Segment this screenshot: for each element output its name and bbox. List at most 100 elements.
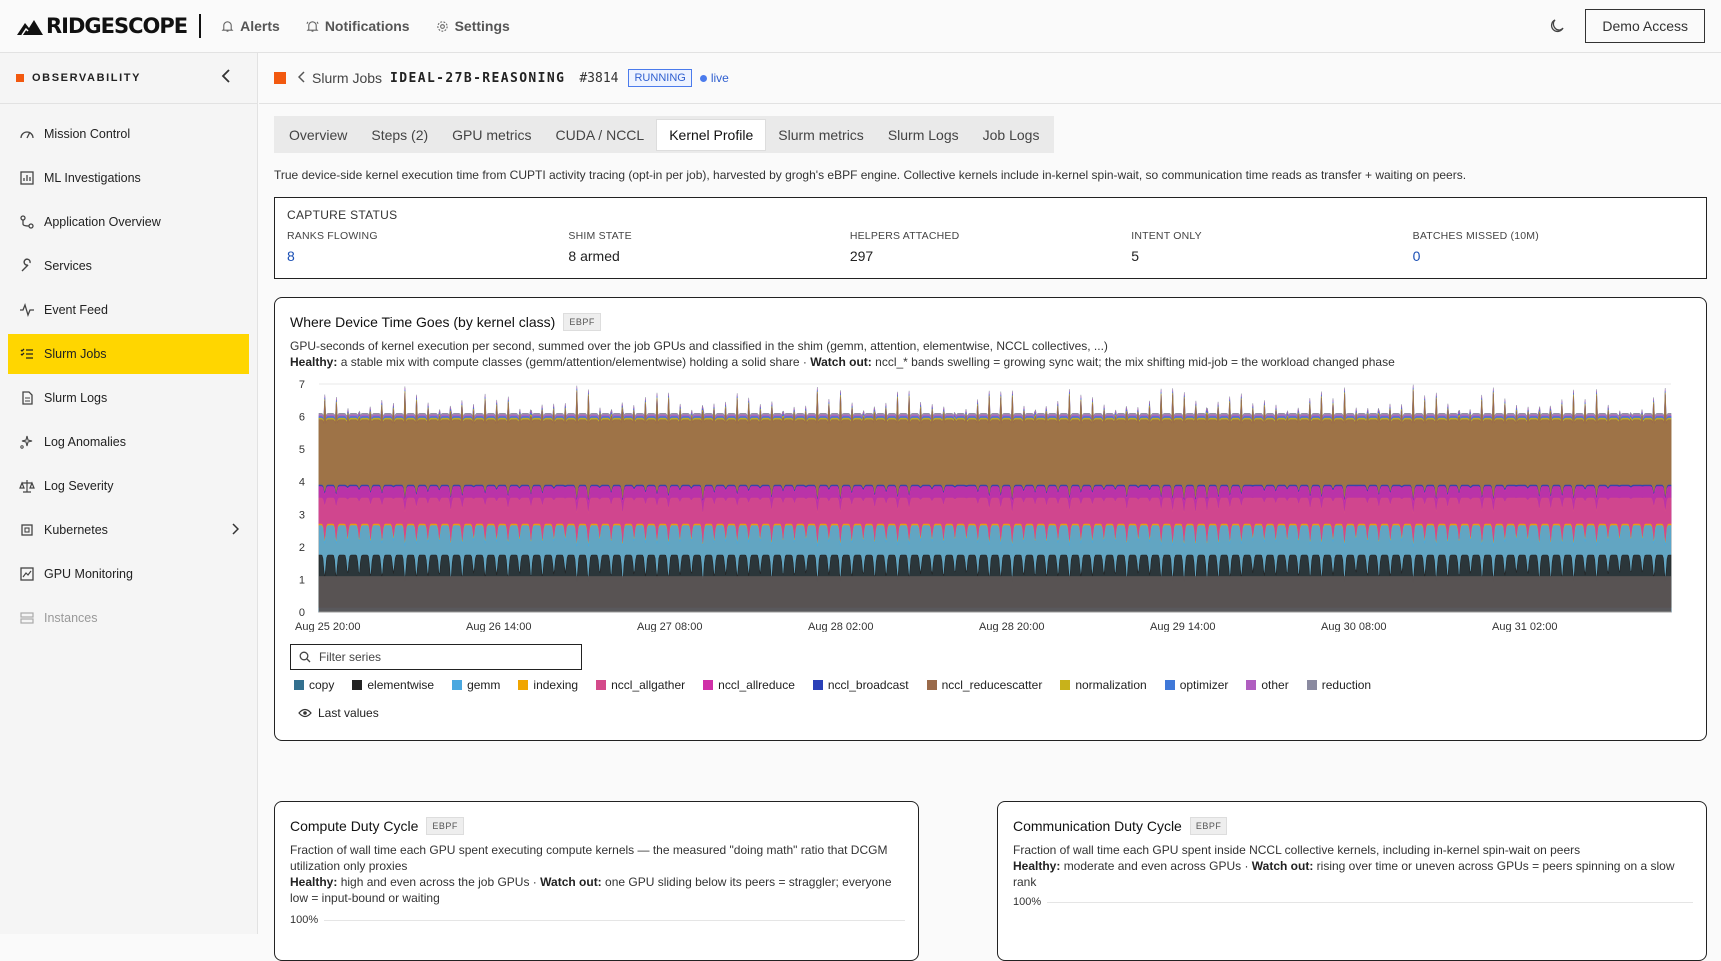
sidebar-item-log-severity[interactable]: Log Severity (8, 466, 249, 506)
legend-item-copy[interactable]: copy (294, 678, 334, 692)
legend-swatch (812, 680, 823, 690)
filter-series-input[interactable]: Filter series (290, 644, 582, 670)
chevron-right-icon[interactable] (231, 522, 240, 538)
capture-stat: RANKS FLOWING 8 (287, 230, 568, 264)
route-icon (18, 213, 36, 231)
x-tick-label: Aug 29 14:00 (1150, 621, 1215, 632)
scale-icon (18, 477, 36, 495)
sidebar-item-instances: Instances (8, 598, 249, 638)
stacked-area-chart[interactable]: 0 1 2 3 4 5 6 7 Aug 25 20:00 Aug 26 14:00 Aug 27 0… (275, 372, 1695, 632)
monitor-chart-icon (18, 565, 36, 583)
device-time-chart-card: Where Device Time Goes (by kernel class)… (274, 297, 1707, 741)
sidebar-item-log-anomalies[interactable]: Log Anomalies (8, 422, 249, 462)
job-marker (274, 72, 286, 84)
sidebar-item-event-feed[interactable]: Event Feed (8, 290, 249, 330)
tab-slurm-logs[interactable]: Slurm Logs (887, 126, 959, 143)
gauge-icon (18, 125, 36, 143)
x-tick-label: Aug 30 08:00 (1321, 621, 1386, 632)
comm-card-title: Communication Duty Cycle (1013, 818, 1182, 834)
comm-card-desc: Fraction of wall time each GPU spent ins… (1013, 843, 1581, 857)
sidebar-item-kubernetes[interactable]: Kubernetes (8, 510, 249, 550)
nav-notifications[interactable]: Notifications (306, 18, 410, 34)
tab-gpu-metrics[interactable]: GPU metrics (452, 126, 532, 143)
legend-item-indexing[interactable]: indexing (518, 678, 578, 692)
legend-label: gemm (467, 678, 501, 692)
legend-label: elementwise (367, 678, 435, 692)
collapse-sidebar-icon[interactable] (221, 68, 231, 88)
server-icon (18, 609, 36, 627)
sidebar-item-label: ML Investigations (44, 171, 141, 185)
brand-logo[interactable]: RIDGESCOPE (17, 14, 188, 38)
live-dot-icon (699, 74, 707, 82)
breadcrumb-parent-link[interactable]: Slurm Jobs (312, 70, 383, 86)
sidebar-item-label: Instances (44, 611, 98, 625)
watch-label: Watch out: (1251, 859, 1314, 873)
sidebar-item-label: Mission Control (44, 127, 131, 141)
tab-steps-2[interactable]: Steps (2) (371, 126, 429, 143)
device-time-chart-title: Where Device Time Goes (by kernel class) (290, 314, 556, 330)
comm-ytick-row: 100% (1013, 896, 1693, 908)
legend-item-normalization[interactable]: normalization (1060, 678, 1147, 692)
nav-settings[interactable]: Settings (436, 18, 510, 34)
job-number: #3814 (579, 70, 619, 86)
sidebar-list: Mission Control ML Investigations Applicat… (0, 104, 257, 638)
capture-stat-label: BATCHES MISSED (10M) (1412, 230, 1539, 242)
legend-swatch (294, 680, 304, 690)
page-description: True device-side kernel execution time f… (274, 168, 1467, 182)
comm-card-subtitle: Fraction of wall time each GPU spent ins… (1013, 843, 1675, 889)
demo-access-button[interactable]: Demo Access (1585, 9, 1705, 43)
y-tick-label: 3 (299, 509, 305, 521)
last-values-toggle[interactable]: Last values (298, 706, 379, 720)
last-values-label: Last values (318, 706, 379, 720)
legend-item-nccl_allreduce[interactable]: nccl_allreduce (703, 678, 795, 692)
top-nav: Alerts Notifications Settings (221, 18, 510, 34)
sidebar-item-label: Application Overview (44, 215, 161, 229)
sidebar-item-application-overview[interactable]: Application Overview (8, 202, 249, 242)
capture-stat-label: INTENT ONLY (1131, 230, 1202, 242)
legend-item-gemm[interactable]: gemm (452, 678, 500, 692)
sidebar-item-ml-investigations[interactable]: ML Investigations (8, 158, 249, 198)
pulse-icon (18, 301, 36, 319)
legend-item-nccl_broadcast[interactable]: nccl_broadcast (812, 678, 909, 692)
legend-item-nccl_allgather[interactable]: nccl_allgather (596, 678, 685, 692)
y-tick-label: 2 (299, 542, 305, 554)
sidebar-item-label: Services (44, 259, 92, 273)
moon-icon[interactable] (1549, 18, 1565, 34)
nav-alerts[interactable]: Alerts (221, 18, 280, 34)
legend-item-reduction[interactable]: reduction (1306, 678, 1371, 692)
compute-card-title: Compute Duty Cycle (290, 818, 419, 834)
breadcrumb: Slurm Jobs IDEAL-27B-REASONING #3814 RUN… (259, 53, 1721, 104)
sidebar-item-gpu-monitoring[interactable]: GPU Monitoring (8, 554, 249, 594)
tab-kernel-profile[interactable]: Kernel Profile (656, 118, 767, 151)
capture-status-panel: CAPTURE STATUS RANKS FLOWING 8 SHIM STATE 8… (274, 197, 1707, 279)
sidebar-item-slurm-jobs[interactable]: Slurm Jobs (8, 334, 249, 374)
legend-swatch (1306, 680, 1317, 690)
legend-swatch (926, 680, 937, 690)
sidebar-item-slurm-logs[interactable]: Slurm Logs (8, 378, 249, 418)
gear-icon (436, 20, 448, 32)
legend-label: copy (309, 678, 335, 692)
sidebar-title: OBSERVABILITY (32, 72, 142, 84)
sidebar-item-label: Log Anomalies (44, 435, 127, 449)
tab-overview[interactable]: Overview (289, 126, 348, 143)
tab-cuda-nccl[interactable]: CUDA / NCCL (555, 126, 645, 143)
x-tick-label: Aug 26 14:00 (466, 621, 531, 632)
compute-ytick-row: 100% (290, 914, 905, 926)
gridline (324, 919, 905, 921)
legend-item-nccl_reducescatter[interactable]: nccl_reducescatter (926, 678, 1042, 692)
healthy-label: Healthy: (290, 875, 338, 889)
sidebar-item-label: Log Severity (44, 479, 114, 493)
legend-item-optimizer[interactable]: optimizer (1164, 678, 1228, 692)
sidebar-item-mission-control[interactable]: Mission Control (8, 114, 249, 154)
tab-job-logs[interactable]: Job Logs (982, 126, 1040, 143)
legend-item-other[interactable]: other (1246, 678, 1289, 692)
legend-item-elementwise[interactable]: elementwise (352, 678, 434, 692)
back-chevron-icon[interactable] (297, 70, 306, 86)
x-tick-label: Aug 31 02:00 (1492, 621, 1557, 632)
sidebar-item-services[interactable]: Services (8, 246, 249, 286)
capture-stat-label: RANKS FLOWING (287, 230, 378, 242)
healthy-text: moderate and even across GPUs (1063, 859, 1242, 873)
tab-slurm-metrics[interactable]: Slurm metrics (778, 126, 864, 143)
x-tick-label: Aug 28 02:00 (808, 621, 873, 632)
y-tick-label: 1 (299, 574, 305, 586)
